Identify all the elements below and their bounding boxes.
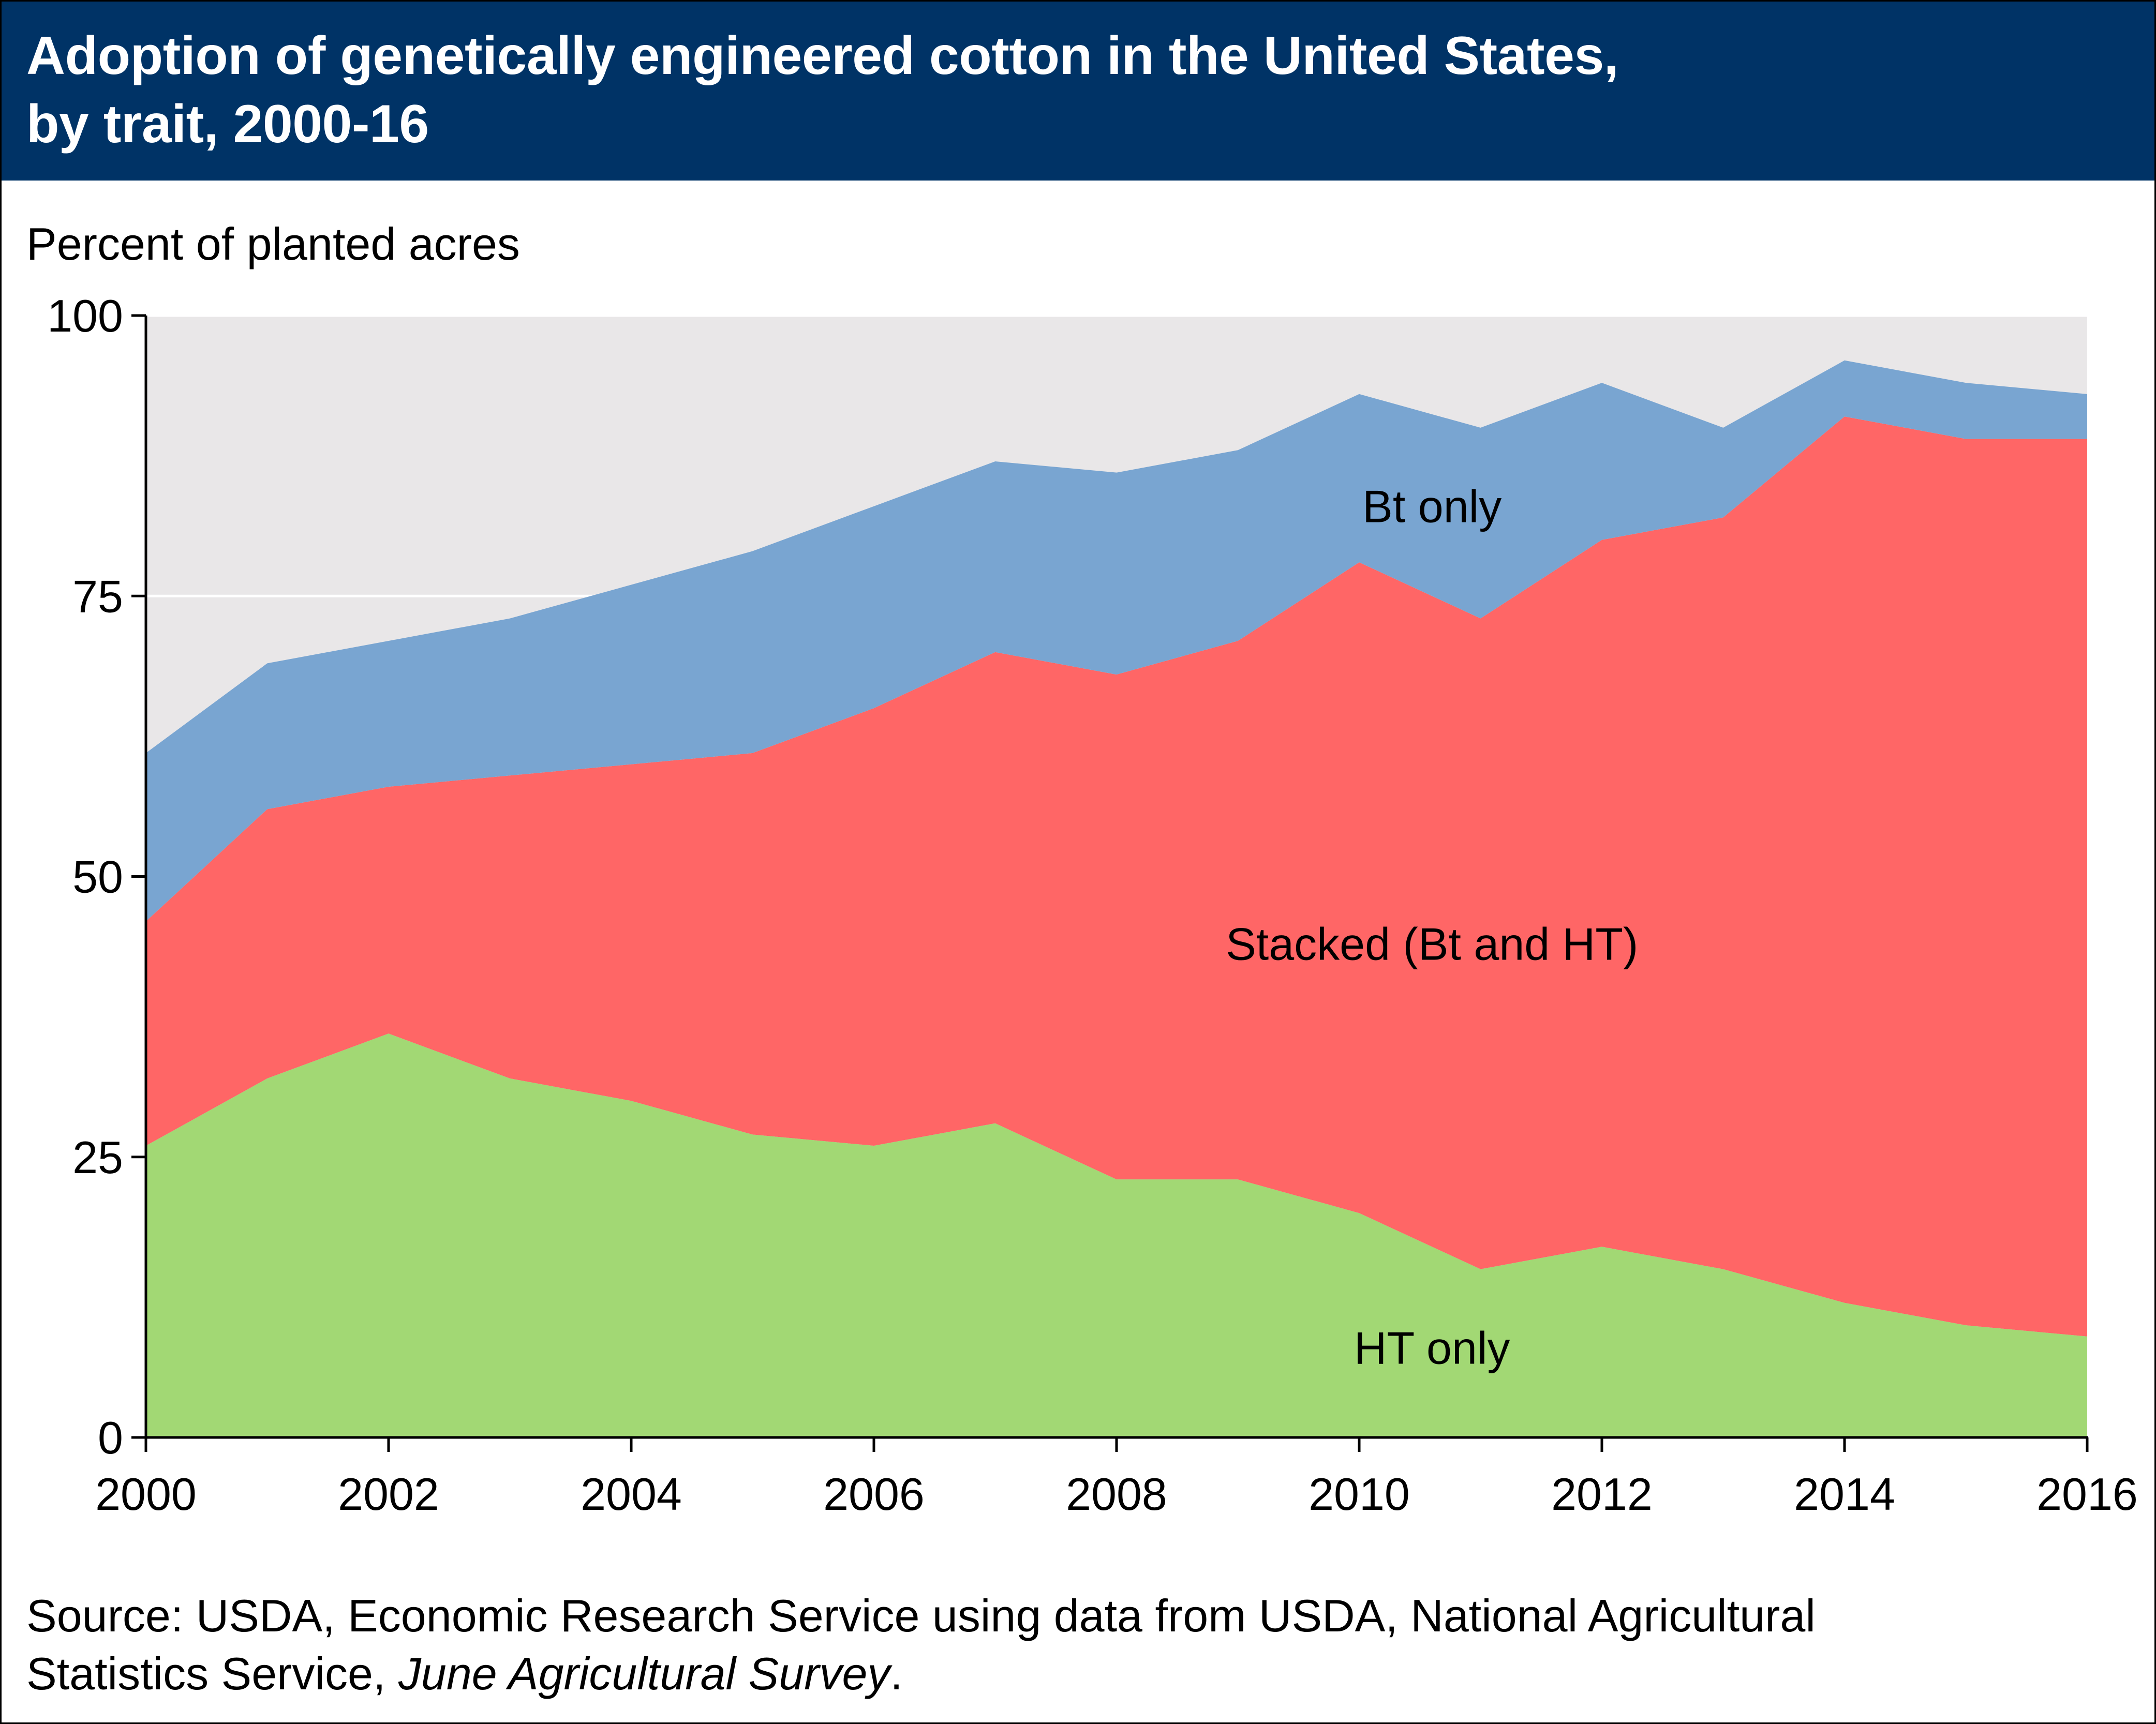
x-tick-label-2016: 2016 <box>2036 1468 2138 1520</box>
source-survey-name: June Agricultural Survey <box>398 1648 890 1699</box>
y-tick-label-75: 75 <box>72 571 123 622</box>
source-line2: Statistics Service, June Agricultural Su… <box>26 1645 1816 1703</box>
source-note: Source: USDA, Economic Research Service … <box>26 1587 1816 1703</box>
x-tick-label-2012: 2012 <box>1551 1468 1653 1520</box>
area-stacked-bt-and-ht <box>146 416 2087 1337</box>
source-line2-start: Statistics Service, <box>26 1648 398 1699</box>
y-tick-label-100: 100 <box>47 290 123 341</box>
label-stacked-bt-and-ht: Stacked (Bt and HT) <box>1226 919 1638 970</box>
x-tick-label-2010: 2010 <box>1309 1468 1410 1520</box>
y-tick-label-25: 25 <box>72 1132 123 1183</box>
chart-title-line1: Adoption of genetically engineered cotto… <box>26 26 1619 86</box>
x-tick-label-2002: 2002 <box>338 1468 439 1520</box>
y-axis-label: Percent of planted acres <box>26 218 520 269</box>
area-chart: 0 25 50 75 100 2000 2002 2004 2006 2008 2010 2012 20… <box>47 290 2138 1520</box>
source-line1: Source: USDA, Economic Research Service … <box>26 1590 1816 1641</box>
y-tick-label-0: 0 <box>98 1412 123 1463</box>
x-tick-label-2008: 2008 <box>1066 1468 1167 1520</box>
chart-title-line2: by trait, 2000-16 <box>26 94 429 154</box>
title-banner: Adoption of genetically engineered cotto… <box>2 2 2154 181</box>
x-tick-label-2000: 2000 <box>95 1468 197 1520</box>
area-ht-only <box>146 1033 2087 1437</box>
area-bt-only <box>146 360 2087 922</box>
source-line2-end: . <box>890 1648 903 1699</box>
x-tick-label-2014: 2014 <box>1794 1468 1895 1520</box>
y-tick-label-50: 50 <box>72 851 123 903</box>
label-ht-only: HT only <box>1354 1322 1510 1373</box>
x-tick-label-2004: 2004 <box>581 1468 682 1520</box>
x-tick-label-2006: 2006 <box>823 1468 925 1520</box>
label-bt-only: Bt only <box>1362 481 1501 532</box>
